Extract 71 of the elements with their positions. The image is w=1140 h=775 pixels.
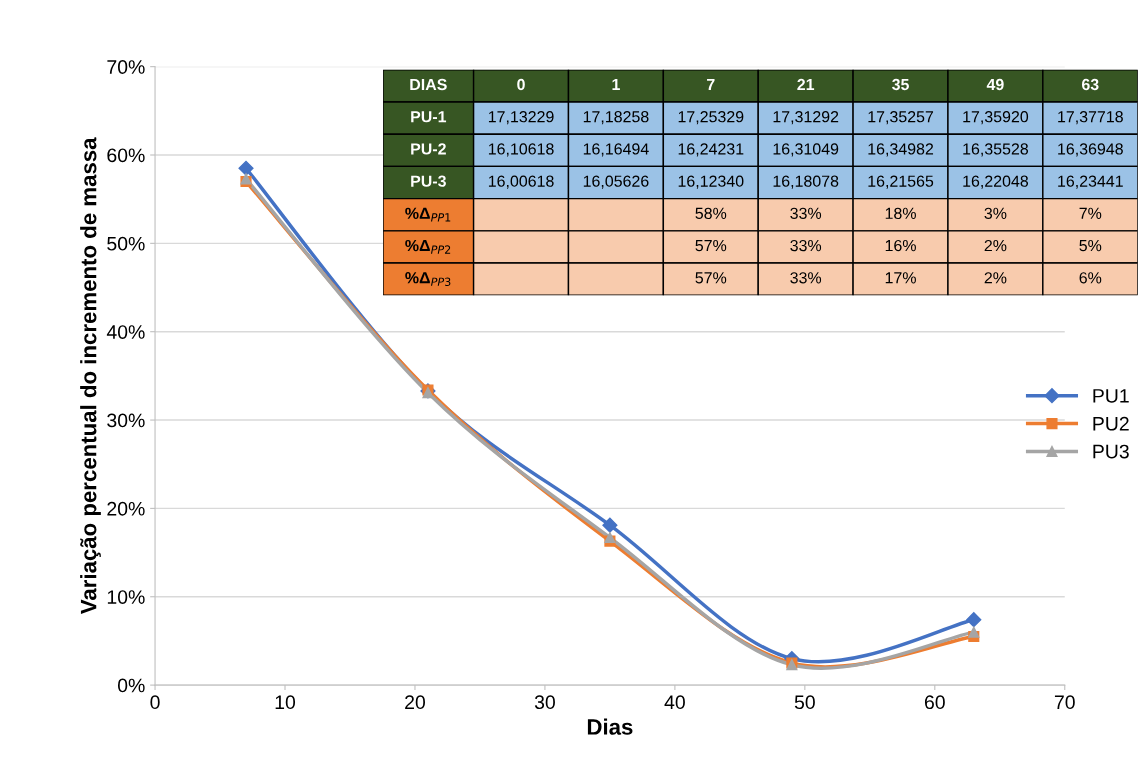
x-tick-label: 20 [405,695,426,710]
legend-label: PU3 [1093,444,1129,459]
annotation: 17,35257 [868,111,934,125]
annotation: 3% [984,207,1007,220]
y-tick-label: 30% [107,413,145,428]
x-tick-label: 60 [924,695,945,710]
x-axis-title: Dias [587,718,633,735]
annotation: 16,00618 [488,175,554,189]
annotation: 17,13229 [488,111,554,125]
annotation: 33% [790,207,822,220]
annotation: 0 [517,78,525,91]
annotation: %Δ$_{PP3}$ [405,272,451,287]
x-tick-label: 10 [275,695,296,710]
annotation: 33% [790,239,822,252]
text: 5% [1079,240,1102,252]
annotation: 17,31292 [773,111,839,125]
y-tick-label: 50% [107,236,145,251]
annotation: 16,21565 [868,175,934,189]
annotation: 57% [695,240,727,252]
annotation: %Δ$_{PP2}$ [405,239,451,254]
annotation: 16% [885,239,916,252]
annotation: 33% [790,272,822,284]
x-tick-label: 30 [534,695,555,710]
annotation: 58% [695,207,727,220]
legend-label: PU2 [1093,416,1129,431]
y-tick-label: 20% [107,501,145,516]
y-tick-label: 60% [107,148,145,163]
annotation: 16,35528 [963,143,1029,157]
y-tick-label: 10% [107,590,145,604]
annotation: PU-1 [411,111,447,123]
annotation: 7 [707,79,715,90]
annotation: 17,18258 [583,111,649,125]
annotation: 16,05626 [583,175,649,189]
annotation: 16,34982 [868,143,934,157]
annotation: 17,37718 [1058,111,1123,125]
y-axis-title: Variação percentual do incremento de massa [80,137,101,615]
annotation: %Δ$_{PP1}$ [405,207,451,222]
annotation: 16,18078 [773,175,839,189]
annotation: 16,10618 [488,143,554,157]
y-tick-label: 40% [106,325,145,339]
annotation: 16,24231 [678,143,744,157]
x-tick-label: 50 [794,695,815,710]
annotation: 16,31049 [773,143,839,157]
text: 63 [1081,78,1099,91]
annotation: PU-2 [411,143,446,155]
annotation: DIAS [410,78,447,91]
annotation: 17% [885,272,916,284]
legend-label: PU1 [1093,389,1129,403]
annotation: 35 [892,78,909,91]
y-tick-label: 70% [107,60,145,74]
annotation: 2% [984,272,1007,284]
annotation: 17,35920 [963,111,1029,125]
annotation: 16,36948 [1058,143,1123,157]
annotation: 1 [612,79,620,90]
annotation: 49 [986,78,1004,91]
x-tick-label: 70 [1054,695,1075,710]
annotation: PU-3 [411,175,446,187]
annotation: 16,23441 [1058,175,1123,189]
annotation: 2% [984,239,1007,252]
x-tick-label: 0 [150,695,160,710]
annotation: 16,22048 [963,175,1029,189]
annotation: 16,12340 [678,175,744,189]
annotation: 21 [797,78,815,90]
y-tick-label: 0% [117,678,145,693]
annotation: 17,25329 [678,111,744,125]
x-tick-label: 40 [664,695,685,710]
text: 7% [1079,207,1102,219]
annotation: 16,16494 [583,143,649,157]
annotation: 18% [885,207,916,220]
text: 6% [1079,272,1102,284]
annotation: 57% [695,272,727,284]
